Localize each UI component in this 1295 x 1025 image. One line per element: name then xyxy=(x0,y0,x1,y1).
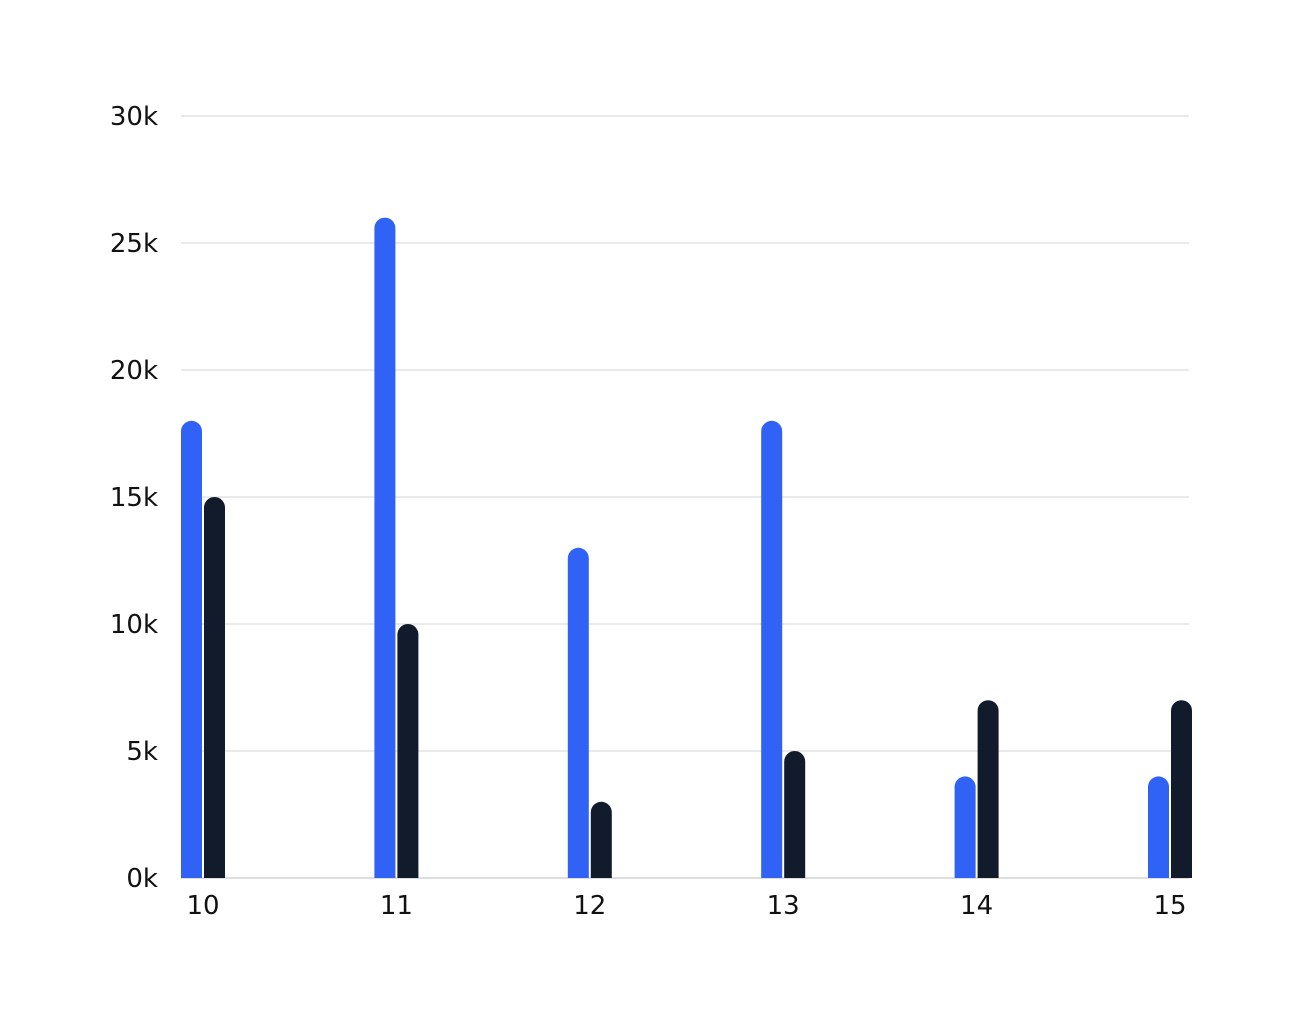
bar-series-1-15 xyxy=(1148,776,1169,878)
bar-series-2-12 xyxy=(590,801,612,878)
bar-series-2-14 xyxy=(977,700,999,878)
bar-series-1-14 xyxy=(954,776,976,878)
bars xyxy=(181,217,1192,879)
y-tick-label: 25k xyxy=(110,229,158,259)
x-tick-label: 11 xyxy=(380,891,413,921)
bar-series-2-13 xyxy=(784,751,806,878)
bar-series-2-10 xyxy=(204,497,225,878)
y-tick-label: 30k xyxy=(110,102,158,132)
bar-series-1-10 xyxy=(181,420,202,878)
x-tick-label: 13 xyxy=(767,891,800,921)
gridlines xyxy=(181,115,1189,879)
y-axis-tick-labels: 0k 5k 10k 15k 20k 25k 30k xyxy=(110,102,158,894)
x-tick-label: 14 xyxy=(960,891,993,921)
bar-series-2-11 xyxy=(397,624,419,878)
y-tick-label: 5k xyxy=(126,737,158,767)
x-tick-label: 10 xyxy=(186,891,219,921)
bar-series-1-12 xyxy=(567,547,589,878)
x-tick-label: 12 xyxy=(573,891,606,921)
bar-series-1-11 xyxy=(374,217,396,879)
y-tick-label: 20k xyxy=(110,356,158,386)
x-axis-tick-labels: 10 11 12 13 14 15 xyxy=(186,891,1186,921)
y-tick-label: 0k xyxy=(126,864,158,894)
y-tick-label: 10k xyxy=(110,610,158,640)
bar-series-1-13 xyxy=(761,420,783,878)
bar-series-2-15 xyxy=(1171,700,1192,878)
y-tick-label: 15k xyxy=(110,483,158,513)
x-tick-label: 15 xyxy=(1153,891,1186,921)
